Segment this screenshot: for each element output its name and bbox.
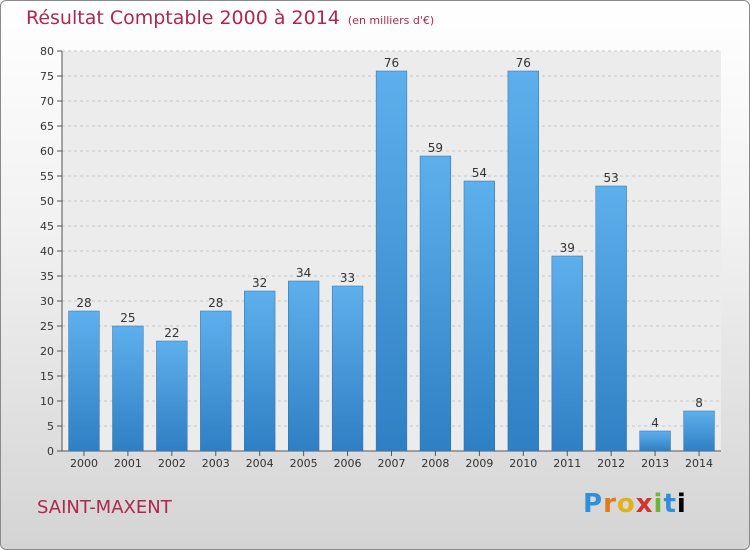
bar-2001 [112,325,144,452]
bar-2009 [463,180,495,452]
y-tick-label: 75 [40,70,54,83]
data-label-2012: 53 [604,171,619,185]
x-tick-label-2014: 2014 [685,457,713,470]
bar-2005 [288,280,320,452]
data-label-2010: 76 [516,56,531,70]
x-tick-label-2010: 2010 [509,457,537,470]
title-text: Résultat Comptable 2000 à 2014 [26,7,340,29]
y-tick-label: 5 [47,420,54,433]
y-tick-label: 55 [40,170,54,183]
x-tick-label-2006: 2006 [334,457,362,470]
bar-2000 [68,310,100,452]
title-unit: (en milliers d'€) [347,14,435,27]
data-label-2006: 33 [340,271,355,285]
y-tick-label: 25 [40,320,54,333]
x-tick-label-2003: 2003 [202,457,230,470]
y-tick-label: 30 [40,295,54,308]
bar-2014 [683,410,715,452]
bar-2006 [331,285,364,452]
x-tick-label-2013: 2013 [641,457,669,470]
data-label-2009: 54 [472,166,487,180]
y-tick-label: 70 [40,95,54,108]
bar-2002 [156,340,188,452]
bar-2012 [595,185,627,452]
x-tick-label-2011: 2011 [553,457,581,470]
bar-2007 [375,70,408,452]
data-label-2004: 32 [252,276,267,290]
chart-title: Résultat Comptable 2000 à 2014 (en millie… [26,7,434,29]
bar-2011 [551,255,583,452]
y-tick-label: 40 [40,245,54,258]
data-label-2008: 59 [428,141,443,155]
x-tick-label-2009: 2009 [465,457,493,470]
commune-name: SAINT-MAXENT [37,497,172,518]
y-tick-label: 35 [40,270,54,283]
x-tick-label-2008: 2008 [421,457,449,470]
proxiti-logo: Proxiti [583,489,687,519]
bar-2008 [419,155,452,452]
bar-2010 [507,70,539,452]
x-tick-label-2005: 2005 [290,457,318,470]
x-tick-label-2001: 2001 [114,457,142,470]
y-tick-label: 0 [47,445,54,458]
data-label-2013: 4 [651,416,659,430]
y-tick-label: 15 [40,370,54,383]
data-label-2007: 76 [384,56,399,70]
y-tick-label: 45 [40,220,54,233]
data-label-2000: 28 [76,296,91,310]
data-label-2001: 25 [120,311,135,325]
y-tick-label: 60 [40,145,54,158]
x-tick-label-2002: 2002 [158,457,186,470]
x-tick-label-2012: 2012 [597,457,625,470]
data-label-2003: 28 [208,296,223,310]
data-label-2014: 8 [695,396,703,410]
bar-2004 [244,290,276,452]
data-label-2011: 39 [560,241,575,255]
bar-2013 [639,430,671,452]
x-tick-label-2004: 2004 [246,457,274,470]
x-tick-label-2007: 2007 [378,457,406,470]
y-tick-label: 20 [40,345,54,358]
data-label-2002: 22 [164,326,179,340]
y-tick-label: 65 [40,120,54,133]
data-label-2005: 34 [296,266,311,280]
y-tick-label: 10 [40,395,54,408]
bar-2003 [200,310,232,452]
x-tick-label-2000: 2000 [70,457,98,470]
y-tick-label: 50 [40,195,54,208]
y-tick-label: 80 [40,45,54,58]
